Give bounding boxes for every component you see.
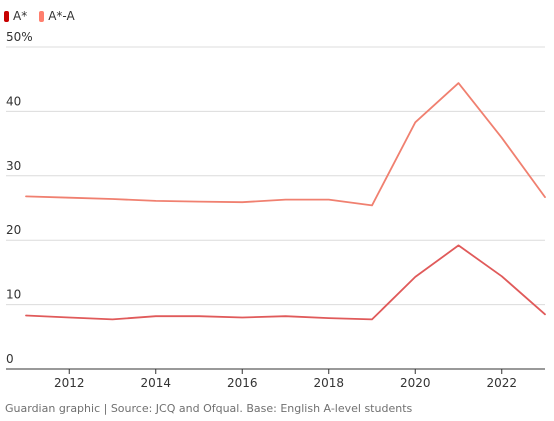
x-tick-label: 2018 (313, 376, 344, 390)
y-tick-label: 0 (6, 352, 14, 366)
y-tick-label: 10 (6, 288, 21, 302)
legend-item: A* (4, 9, 27, 23)
y-tick-label: 20 (6, 223, 21, 237)
legend-item: A*-A (39, 9, 75, 23)
series-line-a-star (25, 244, 546, 321)
legend-swatch (39, 10, 45, 22)
legend: A* A*-A (4, 7, 75, 25)
series-line-a-star-to-a (25, 82, 546, 207)
y-tick-label: 50% (6, 30, 33, 44)
legend-label: A*-A (48, 9, 75, 23)
x-tick-label: 2014 (140, 376, 171, 390)
line-chart: 50% 40 30 20 10 0 2012 2014 2016 2018 2020 2022 (6, 30, 546, 390)
x-tick-label: 2022 (486, 376, 517, 390)
legend-swatch (4, 10, 9, 22)
x-tick-label: 2020 (400, 376, 431, 390)
y-tick-label: 40 (6, 94, 21, 108)
x-tick-label: 2016 (227, 376, 258, 390)
x-tick-label: 2012 (54, 376, 85, 390)
y-tick-label: 30 (6, 159, 21, 173)
source-note: Guardian graphic | Source: JCQ and Ofqua… (5, 402, 413, 415)
legend-label: A* (13, 9, 28, 23)
